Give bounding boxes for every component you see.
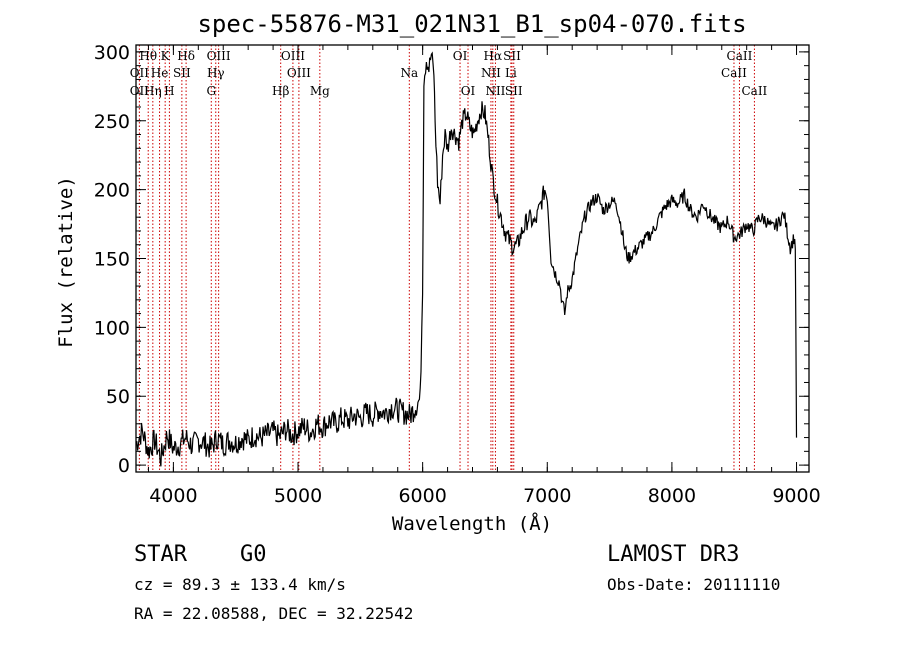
survey-name: LAMOST DR3 bbox=[607, 542, 739, 567]
line-label-row2-1: He bbox=[151, 66, 169, 80]
line-label-row1-4: OIII bbox=[281, 49, 305, 63]
spectrum-series bbox=[135, 51, 798, 467]
line-label-row3-6: OI bbox=[461, 84, 476, 98]
line-label-row2-0: OII bbox=[130, 66, 150, 80]
y-axis-label: Flux (relative) bbox=[55, 176, 77, 348]
line-label-row3-7: NII bbox=[485, 84, 505, 98]
line-label-row3-0: OII bbox=[130, 84, 150, 98]
line-label-row3-3: G bbox=[206, 84, 216, 98]
line-label-row2-3: Hγ bbox=[207, 66, 225, 80]
emission-line-markers bbox=[138, 45, 755, 472]
line-label-row3-2: H bbox=[164, 84, 174, 98]
object-class: STAR bbox=[134, 542, 188, 567]
line-label-row2-8: CaII bbox=[721, 66, 747, 80]
y-tick-label-2: 100 bbox=[94, 317, 130, 339]
plot-frame bbox=[135, 44, 810, 473]
line-label-row1-2: Hδ bbox=[177, 49, 195, 63]
line-label-row1-7: SII bbox=[503, 49, 521, 63]
object-subclass: G0 bbox=[240, 542, 267, 567]
line-label-row2-6: NII bbox=[481, 66, 501, 80]
line-label-row1-8: CaII bbox=[727, 49, 753, 63]
observation-date: Obs-Date: 20111110 bbox=[607, 575, 780, 594]
ra-dec: RA = 22.08588, DEC = 32.22542 bbox=[134, 604, 413, 623]
y-tick-label-6: 300 bbox=[94, 42, 130, 64]
x-axis-label: Wavelength (Å) bbox=[392, 512, 552, 535]
x-tick-label-4: 8000 bbox=[648, 485, 696, 507]
line-label-row2-2: SII bbox=[173, 66, 191, 80]
redshift-cz: cz = 89.3 ± 133.4 km/s bbox=[134, 575, 346, 594]
line-label-row3-1: Hη bbox=[144, 84, 162, 98]
line-label-row3-9: CaII bbox=[741, 84, 767, 98]
y-tick-label-1: 50 bbox=[106, 386, 130, 408]
line-label-row1-3: OIII bbox=[207, 49, 231, 63]
line-label-row1-6: Hα bbox=[484, 49, 503, 63]
x-tick-label-5: 9000 bbox=[772, 485, 820, 507]
x-tick-label-1: 5000 bbox=[274, 485, 322, 507]
x-tick-label-2: 6000 bbox=[398, 485, 446, 507]
line-label-row2-5: Na bbox=[400, 66, 418, 80]
line-label-row2-4: OIII bbox=[287, 66, 311, 80]
y-tick-label-4: 200 bbox=[94, 180, 130, 202]
x-tick-label-3: 7000 bbox=[523, 485, 571, 507]
y-tick-label-5: 250 bbox=[94, 111, 130, 133]
y-axis-ticks: 0 50 100 150 200 250 300 bbox=[94, 42, 809, 477]
line-label-row3-4: Hβ bbox=[272, 84, 289, 98]
y-tick-label-3: 150 bbox=[94, 249, 130, 271]
line-label-row1-1: K bbox=[161, 49, 171, 63]
y-tick-label-0: 0 bbox=[118, 455, 130, 477]
line-label-row3-5: Mg bbox=[310, 84, 330, 98]
line-label-row1-0: Hθ bbox=[139, 49, 157, 63]
x-axis-ticks: 4000 5000 6000 7000 8000 9000 bbox=[147, 45, 821, 507]
line-label-row2-7: Li bbox=[505, 66, 517, 80]
line-label-row3-8: SII bbox=[505, 84, 523, 98]
line-label-row1-5: OI bbox=[453, 49, 468, 63]
spectrum-line bbox=[135, 51, 798, 467]
chart-title: spec-55876-M31_021N31_B1_sp04-070.fits bbox=[197, 10, 746, 38]
x-tick-label-0: 4000 bbox=[149, 485, 197, 507]
